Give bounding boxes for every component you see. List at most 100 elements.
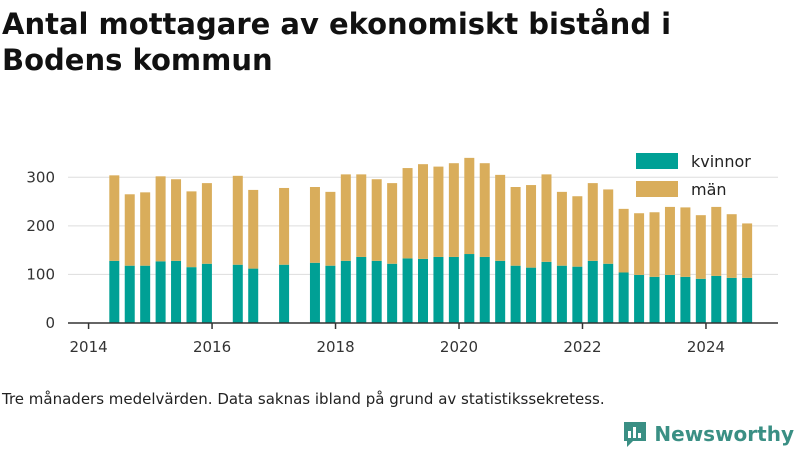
bar-kvinnor (618, 272, 629, 323)
bar-kvinnor (433, 256, 444, 323)
bar-kvinnor (356, 256, 367, 323)
bar-man (232, 175, 243, 265)
bar-man (155, 176, 166, 262)
bar-man (726, 214, 737, 278)
bar-man (371, 179, 382, 261)
bar-kvinnor (541, 261, 552, 323)
bar-kvinnor (186, 267, 197, 323)
legend-swatch-man (636, 181, 678, 197)
bar-man (587, 183, 598, 261)
bar-kvinnor (418, 258, 428, 323)
bar-man (541, 174, 552, 262)
bar-kvinnor (680, 276, 691, 323)
y-tick-label: 300 (26, 168, 55, 186)
bar-kvinnor (587, 260, 598, 323)
bar-kvinnor (603, 263, 614, 323)
bar-kvinnor (109, 260, 120, 323)
legend-label-man: män (691, 180, 727, 199)
bar-man (340, 174, 351, 261)
axes: 0 100 200 300 2014 2016 2018 2020 2022 2024 (26, 168, 778, 356)
bar-man (603, 189, 614, 264)
bar-man (572, 196, 583, 267)
x-tick-label: 2022 (563, 338, 601, 356)
bar-kvinnor (248, 268, 259, 323)
bar-man (387, 183, 398, 264)
x-tick-label: 2018 (316, 338, 354, 356)
x-tick-label: 2016 (193, 338, 231, 356)
bar-man (664, 206, 675, 275)
bar-kvinnor (448, 256, 459, 323)
stacked-bar-chart: 0 100 200 300 2014 2016 2018 2020 2022 2024 kvinn… (26, 152, 778, 356)
bar-man (186, 191, 197, 268)
bar-kvinnor (711, 275, 722, 323)
x-tick-label: 2020 (440, 338, 478, 356)
bar-man (510, 187, 521, 266)
bar-kvinnor (664, 274, 675, 323)
bar-man (433, 166, 444, 257)
bar-kvinnor (402, 258, 413, 323)
bar-kvinnor (387, 263, 398, 323)
bar-man (479, 163, 490, 257)
y-tick-label: 0 (45, 314, 55, 332)
bar-kvinnor (526, 267, 537, 323)
bar-man (171, 179, 182, 261)
bar-man (418, 164, 428, 259)
bar-man (495, 174, 506, 261)
legend-swatch-kvinnor (636, 153, 678, 169)
bar-kvinnor (171, 260, 182, 323)
x-tick-label: 2014 (69, 338, 107, 356)
bar-kvinnor (124, 265, 135, 323)
bar-kvinnor (155, 261, 166, 323)
bar-kvinnor (742, 277, 753, 323)
bar-man (556, 191, 567, 266)
bar-man (109, 175, 120, 261)
bar-kvinnor (510, 265, 521, 323)
y-tick-label: 100 (26, 265, 55, 283)
bar-kvinnor (479, 256, 490, 323)
bar-man (618, 208, 629, 273)
bar-kvinnor (556, 265, 567, 323)
bar-man (402, 168, 413, 259)
legend-label-kvinnor: kvinnor (691, 152, 751, 171)
legend: kvinnor män (636, 152, 751, 199)
bar-man (526, 185, 537, 268)
bar-kvinnor (140, 265, 151, 323)
bar-kvinnor (309, 262, 320, 323)
x-tick-label: 2024 (687, 338, 725, 356)
brand-name: Newsworthy (654, 422, 794, 446)
bar-man (742, 223, 753, 278)
bar-man (325, 191, 336, 266)
bar-man (140, 192, 151, 266)
bar-man (695, 215, 706, 279)
bar-man (464, 157, 475, 255)
bar-kvinnor (464, 254, 475, 323)
bar-kvinnor (695, 278, 706, 323)
bar-man (680, 207, 691, 277)
brand-logo[interactable]: Newsworthy (622, 420, 794, 448)
bar-man (309, 187, 320, 263)
bar-chart-speech-bubble-icon (624, 422, 647, 447)
bar-kvinnor (279, 264, 290, 323)
bar-man (124, 194, 135, 266)
bar-man (356, 174, 367, 257)
bar-kvinnor (232, 264, 243, 323)
y-tick-label: 200 (26, 217, 55, 235)
bar-kvinnor (726, 277, 737, 323)
bar-kvinnor (340, 260, 351, 323)
bar-kvinnor (634, 274, 645, 323)
bar-kvinnor (495, 260, 506, 323)
bar-man (649, 212, 660, 277)
bar-man (279, 187, 290, 265)
bar-man (448, 163, 459, 257)
bar-kvinnor (325, 265, 336, 323)
bar-man (634, 213, 645, 275)
bar-man (711, 206, 722, 276)
bars (109, 157, 753, 323)
footnote: Tre månaders medelvärden. Data saknas ib… (2, 390, 605, 408)
bar-kvinnor (649, 276, 660, 323)
bar-kvinnor (201, 263, 212, 323)
bar-man (248, 189, 259, 269)
bar-man (201, 183, 212, 264)
chart-title: Antal mottagare av ekonomiskt bistånd i … (2, 7, 672, 77)
bar-kvinnor (572, 266, 583, 323)
